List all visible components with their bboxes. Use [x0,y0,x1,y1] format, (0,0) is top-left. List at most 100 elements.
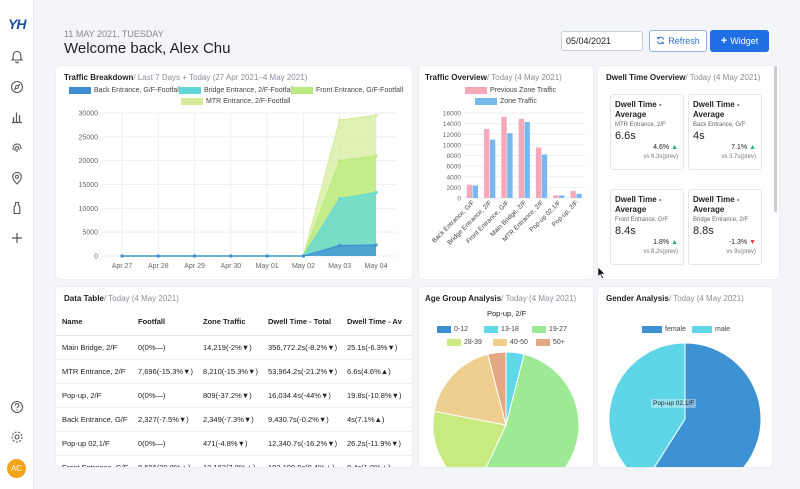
y-tick-label: 10000 [443,142,461,149]
legend-item[interactable]: 0-12 [437,326,468,333]
data-point [156,254,160,258]
bar [541,154,548,198]
y-tick-label: 5000 [82,230,98,237]
dwell-card-value: 4s [693,130,705,142]
fingerprint-icon[interactable] [8,138,26,156]
cell-footfall: 0(0%—) [132,431,197,456]
header-date: 11 MAY 2021, TUESDAY [64,29,164,39]
dwell-card[interactable]: Dwell Time - Average MTR Entrance, 2/F 6… [610,94,684,170]
table-row[interactable]: Pop-up 02,1/F 0(0%—) 471(-4.8%▼) 12,340.… [56,431,412,456]
column-header[interactable]: Footfall [132,309,197,336]
pie-slice-28-39 [432,410,507,467]
y-tick-label: 30000 [79,111,99,118]
data-point [301,254,306,258]
dwell-card-change: 1.8% ▲ [653,239,678,246]
table-row[interactable]: Main Bridge, 2/F 0(0%—) 14,219(-2%▼) 356… [56,335,412,360]
traffic-breakdown-chart: 0 5000 10000 15000 20000 25000 30000 Apr 27 Apr … [79,111,396,270]
x-tick-label: May 04 [365,263,388,270]
settings-icon[interactable] [8,428,26,446]
bar-chart-icon[interactable] [8,108,26,126]
sidebar: YH AC [0,0,34,489]
card-title: Traffic Overview/ Today (4 May 2021) [425,73,562,82]
data-point [338,118,342,122]
legend-item[interactable]: Zone Traffic [475,98,537,105]
cell-footfall: 8,606(20.8%▲) [132,455,197,467]
cell-footfall: 2,327(-7.5%▼) [132,407,197,432]
table-row[interactable]: Front Entrance, G/F 8,606(20.8%▲) 12,162… [56,455,412,467]
add-widget-button[interactable]: + Widget [710,30,769,52]
cell-dwell-avg: 19.8s(-10.8%▼) [341,383,412,408]
age-group-pie [432,351,580,467]
cell-zone-traffic: 471(-4.8%▼) [197,431,262,456]
data-point [338,159,342,163]
bell-icon[interactable] [8,48,26,66]
column-header[interactable]: Dwell Time - Av [341,309,412,336]
bar [501,116,507,198]
legend-swatch [465,87,487,94]
column-header[interactable]: Dwell Time - Total [262,309,341,336]
data-table-card: Data Table/ Today (4 May 2021) Name Foot… [56,287,412,467]
refresh-button[interactable]: Refresh [649,30,707,52]
cell-dwell-avg: 25.1s(-6.3%▼) [341,335,412,360]
dwell-card-change: 7.1% ▲ [731,144,756,151]
legend-item[interactable]: 19-27 [532,326,567,333]
dwell-card-location: Front Entrance, G/F [615,217,669,223]
legend-item[interactable]: 13-18 [484,326,519,333]
date-picker-input[interactable]: 05/04/2021 [561,31,643,51]
dwell-card[interactable]: Dwell Time - Average Back Entrance, G/F … [688,94,762,170]
legend-item[interactable]: Bridge Entrance, 2/F-Footfall [179,87,294,94]
map-pin-icon[interactable] [8,169,26,187]
x-tick-label: May 02 [292,263,315,270]
bottle-icon[interactable] [8,199,26,217]
cell-zone-traffic: 14,219(-2%▼) [197,335,262,360]
dwell-time-overview-card: Dwell Time Overview/ Today (4 May 2021) … [598,66,779,279]
legend-item[interactable]: 50+ [536,339,565,346]
card-title: Age Group Analysis/ Today (4 May 2021) [425,294,577,303]
table-row[interactable]: Pop-up, 2/F 0(0%—) 809(-37.2%▼) 16,034.4… [56,383,412,408]
bar [466,184,473,198]
x-tick-label: Apr 28 [148,263,169,270]
cell-dwell-total: 53,964.2s(-21.2%▼) [262,359,341,384]
column-header[interactable]: Zone Traffic [197,309,262,336]
table-row[interactable]: Back Entrance, G/F 2,327(-7.5%▼) 2,349(-… [56,407,412,432]
table-row[interactable]: MTR Entrance, 2/F 7,696(-15.3%▼) 8,210(-… [56,359,412,384]
compass-icon[interactable] [8,78,26,96]
cell-dwell-avg: 4s(7.1%▲) [341,407,412,432]
column-header[interactable]: Name [56,309,132,336]
dwell-card-prev: vs 8.2s(prev) [643,249,678,255]
y-tick-label: 10000 [79,206,99,213]
dwell-card-title: Dwell Time - Average [693,100,740,119]
app-logo[interactable]: YH [8,16,26,32]
data-point [192,254,197,258]
y-tick-label: 25000 [79,134,99,141]
plus-icon[interactable] [8,229,26,247]
legend-item[interactable]: female [642,326,686,333]
dwell-card-value: 8.4s [615,225,636,237]
avatar[interactable]: AC [7,459,26,478]
legend-item[interactable]: Back Entrance, G/F-Footfall [69,87,180,94]
dwell-card-location: Back Entrance, G/F [693,122,746,128]
pie-slice-male [608,342,686,467]
dwell-card-value: 6.6s [615,130,636,142]
legend-item[interactable]: 28-39 [447,339,482,346]
legend-item[interactable]: 40-50 [493,339,528,346]
legend-item[interactable]: MTR Entrance, 2/F-Footfall [181,98,290,105]
legend-item[interactable]: Previous Zone Traffic [465,87,556,94]
cell-dwell-avg: 26.2s(-11.9%▼) [341,431,412,456]
scrollbar[interactable] [774,66,777,212]
legend-item[interactable]: male [692,326,730,333]
card-title: Data Table/ Today (4 May 2021) [64,294,179,303]
chart-title: Pop-up, 2/F [487,309,527,318]
dwell-card[interactable]: Dwell Time - Average Bridge Entrance, 2/… [688,189,762,265]
y-tick-label: 15000 [79,182,99,189]
dwell-card-prev: vs 3.7s(prev) [721,154,756,160]
cell-dwell-total: 12,340.7s(-16.2%▼) [262,431,341,456]
legend-item[interactable]: Front Entrance, G/F-Footfall [291,87,403,94]
dwell-card-location: MTR Entrance, 2/F [615,122,666,128]
help-icon[interactable] [8,398,26,416]
bar [489,139,496,198]
dwell-card[interactable]: Dwell Time - Average Front Entrance, G/F… [610,189,684,265]
data-point [374,243,378,247]
x-tick-label: May 01 [256,263,279,270]
y-tick-label: 4000 [447,174,462,181]
